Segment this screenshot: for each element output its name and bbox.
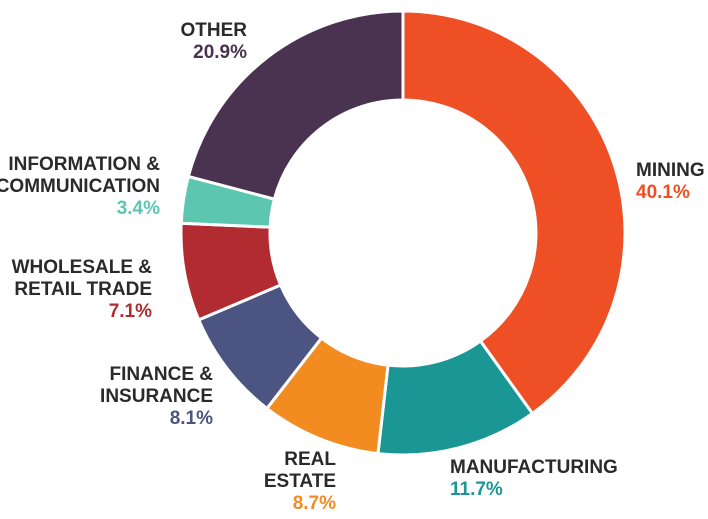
slice-value-label-4: 7.1%: [109, 301, 152, 322]
slice-value-label-0: 40.1%: [636, 182, 690, 203]
donut-slice-0: [401, 9, 627, 415]
slice-label-3-line-0: FINANCE &: [110, 364, 214, 385]
slice-label-2-line-0: REAL: [284, 449, 336, 470]
slice-value-label-6: 20.9%: [193, 42, 247, 63]
slice-label-2-line-1: ESTATE: [264, 471, 336, 492]
slice-value-label-5: 3.4%: [117, 198, 160, 219]
donut-slices: [179, 9, 627, 457]
slice-labels: MINING40.1%MANUFACTURING11.7%REALESTATE8…: [0, 20, 705, 514]
slice-label-1-line-0: MANUFACTURING: [450, 457, 618, 478]
slice-label-5-line-1: COMMUNICATION: [0, 176, 160, 197]
slice-label-6-line-0: OTHER: [181, 20, 248, 41]
slice-label-0-line-0: MINING: [636, 160, 705, 181]
slice-label-3-line-1: INSURANCE: [100, 386, 213, 407]
donut-slice-6: [186, 9, 405, 201]
slice-label-4-line-0: WHOLESALE &: [12, 257, 153, 278]
slice-label-5-line-0: INFORMATION &: [8, 154, 160, 175]
slice-value-label-3: 8.1%: [170, 408, 213, 429]
slice-value-label-1: 11.7%: [450, 479, 503, 500]
slice-value-label-2: 8.7%: [293, 493, 336, 514]
slice-label-4-line-1: RETAIL TRADE: [14, 279, 152, 300]
